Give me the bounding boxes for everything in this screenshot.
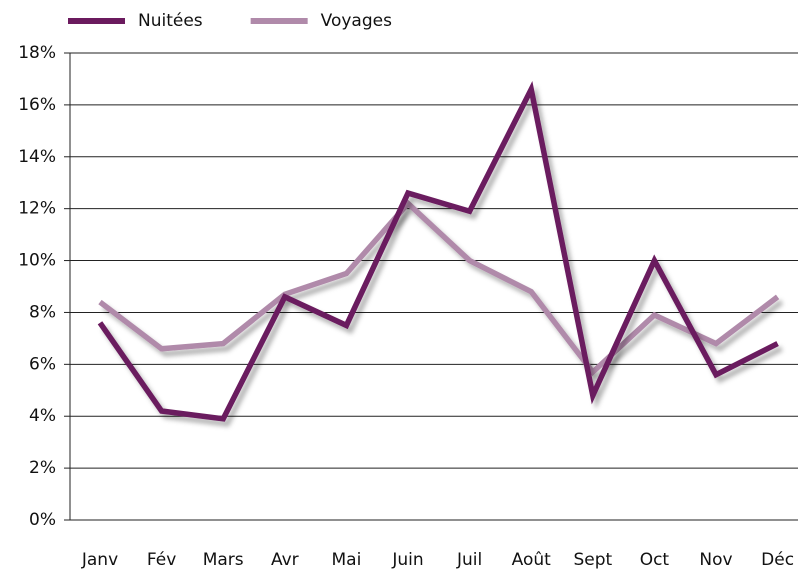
y-tick-label: 12% xyxy=(18,199,56,219)
x-tick-label: Oct xyxy=(640,550,670,570)
legend-label: Nuitées xyxy=(138,11,203,31)
y-tick-label: 14% xyxy=(18,147,56,167)
x-tick-label: Nov xyxy=(699,550,732,570)
labels: 0% 2% 4% 6% 8% 10% 12% 14% 16% 18% Janv Fév Mars Avr M… xyxy=(18,11,794,570)
y-tick-label: 6% xyxy=(29,354,56,374)
x-tick-label: Mars xyxy=(203,550,244,570)
x-tick-label: Janv xyxy=(81,550,118,570)
series-line xyxy=(97,80,779,422)
x-tick-label: Sept xyxy=(573,550,612,570)
y-tick-label: 10% xyxy=(18,251,56,271)
x-tick-label: Avr xyxy=(271,550,299,570)
x-tick-label: Déc xyxy=(761,550,794,570)
x-tick-label: Juil xyxy=(456,550,482,570)
x-tick-label: Mai xyxy=(331,550,361,570)
y-tick-label: 4% xyxy=(29,406,56,426)
y-tick-label: 18% xyxy=(18,43,56,63)
grid xyxy=(64,52,798,521)
x-tick-label: Fév xyxy=(147,550,176,570)
y-tick-label: 16% xyxy=(18,95,56,115)
y-tick-label: 8% xyxy=(29,302,56,322)
y-tick-label: 2% xyxy=(29,458,56,478)
legend-label: Voyages xyxy=(321,11,392,31)
plot-lines xyxy=(97,80,780,422)
y-tick-label: 0% xyxy=(29,510,56,530)
x-tick-label: Août xyxy=(512,550,552,570)
series-line xyxy=(98,199,780,377)
x-tick-label: Juin xyxy=(391,550,423,570)
